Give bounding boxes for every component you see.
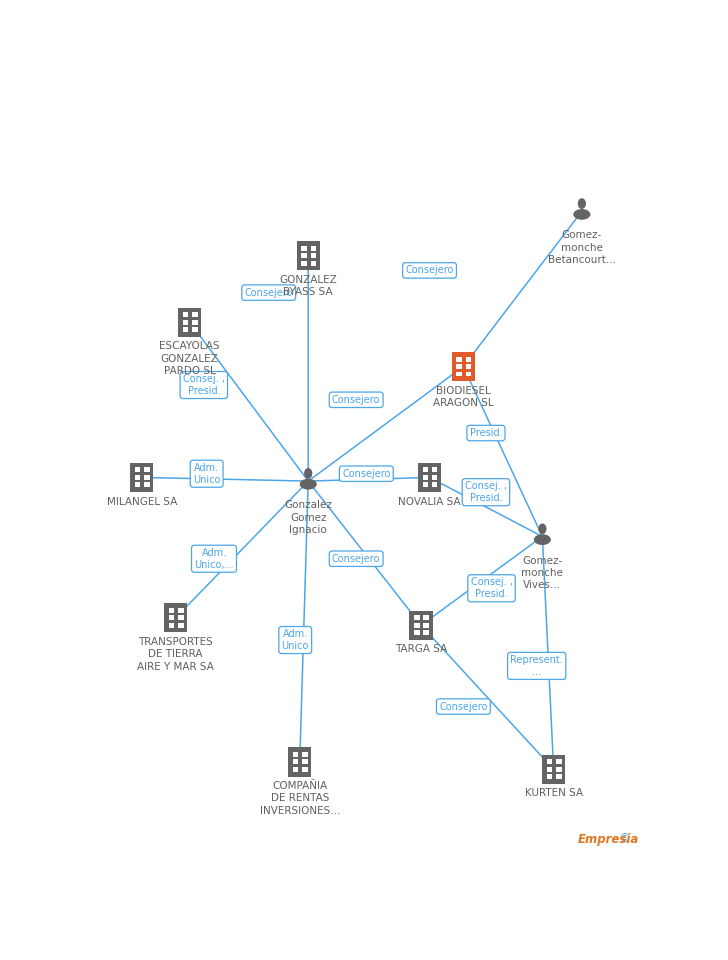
Text: Consejero: Consejero bbox=[405, 265, 454, 276]
Bar bbox=[301, 246, 306, 251]
Circle shape bbox=[304, 468, 312, 479]
Bar bbox=[547, 775, 553, 780]
Circle shape bbox=[538, 523, 547, 534]
Text: BIODIESEL
ARAGON SL: BIODIESEL ARAGON SL bbox=[433, 386, 494, 408]
Text: Consejero: Consejero bbox=[332, 554, 380, 564]
Bar bbox=[424, 630, 429, 636]
Bar bbox=[556, 759, 561, 764]
Bar bbox=[144, 482, 150, 488]
Text: TRANSPORTES
DE TIERRA
AIRE Y MAR SA: TRANSPORTES DE TIERRA AIRE Y MAR SA bbox=[137, 636, 214, 672]
Bar bbox=[432, 468, 438, 472]
Bar bbox=[547, 767, 553, 772]
Bar bbox=[311, 253, 316, 258]
Bar bbox=[311, 246, 316, 251]
Text: Consejero: Consejero bbox=[439, 702, 488, 711]
Text: Gonzalez
Gomez
Ignacio: Gonzalez Gomez Ignacio bbox=[284, 500, 332, 535]
Bar bbox=[288, 748, 312, 777]
Bar bbox=[452, 352, 475, 381]
Bar bbox=[556, 767, 561, 772]
Bar bbox=[456, 364, 462, 369]
Bar bbox=[466, 372, 471, 376]
Bar bbox=[311, 260, 316, 266]
Text: NOVALIA SA: NOVALIA SA bbox=[398, 496, 461, 507]
Circle shape bbox=[578, 198, 586, 209]
Bar bbox=[301, 253, 306, 258]
Bar bbox=[135, 475, 141, 480]
Bar bbox=[169, 608, 174, 612]
Bar bbox=[414, 623, 419, 628]
Bar bbox=[164, 603, 187, 633]
Text: TARGA SA: TARGA SA bbox=[395, 644, 447, 655]
Text: Adm.
Unico: Adm. Unico bbox=[282, 629, 309, 651]
Text: COMPAÑIA
DE RENTAS
INVERSIONES...: COMPAÑIA DE RENTAS INVERSIONES... bbox=[260, 781, 340, 816]
Text: Consejero: Consejero bbox=[342, 468, 390, 479]
Bar bbox=[192, 327, 197, 332]
Bar bbox=[414, 615, 419, 620]
Bar bbox=[409, 611, 432, 640]
Bar bbox=[414, 630, 419, 636]
Text: Consej. ,
Presid.: Consej. , Presid. bbox=[470, 578, 513, 599]
Text: Represent.
...: Represent. ... bbox=[510, 655, 563, 677]
Text: Presid.: Presid. bbox=[470, 428, 502, 438]
Ellipse shape bbox=[534, 534, 551, 545]
Bar bbox=[178, 623, 183, 628]
Text: GONZALEZ
BYASS SA: GONZALEZ BYASS SA bbox=[280, 275, 337, 298]
Text: Consejero: Consejero bbox=[332, 395, 380, 405]
Bar bbox=[192, 312, 197, 317]
Bar bbox=[302, 752, 308, 757]
Text: Adm.
Unico,...: Adm. Unico,... bbox=[194, 548, 234, 569]
Bar bbox=[547, 759, 553, 764]
Bar bbox=[178, 307, 202, 337]
Bar bbox=[466, 364, 471, 369]
Bar bbox=[293, 759, 298, 764]
Bar bbox=[183, 312, 189, 317]
Text: Adm.
Unico: Adm. Unico bbox=[193, 463, 221, 485]
Text: Gomez-
monche
Betancourt...: Gomez- monche Betancourt... bbox=[548, 230, 616, 265]
Bar bbox=[169, 615, 174, 620]
Bar bbox=[293, 752, 298, 757]
Bar bbox=[432, 482, 438, 488]
Text: MILANGEL SA: MILANGEL SA bbox=[106, 496, 177, 507]
Text: Gomez-
monche
Vives...: Gomez- monche Vives... bbox=[521, 556, 563, 590]
Bar bbox=[192, 320, 197, 324]
Bar bbox=[424, 615, 429, 620]
Bar bbox=[144, 475, 150, 480]
Bar bbox=[144, 468, 150, 472]
Text: Consej. ,
Presid.: Consej. , Presid. bbox=[465, 481, 507, 503]
Text: Consej. ,
Presid.: Consej. , Presid. bbox=[183, 374, 225, 396]
Bar bbox=[130, 463, 154, 492]
Bar bbox=[178, 608, 183, 612]
Bar bbox=[456, 372, 462, 376]
Text: ©: © bbox=[618, 832, 630, 846]
Bar bbox=[135, 468, 141, 472]
Bar bbox=[556, 775, 561, 780]
Bar bbox=[424, 623, 429, 628]
Bar bbox=[302, 759, 308, 764]
Bar bbox=[456, 356, 462, 362]
Bar bbox=[418, 463, 441, 492]
Bar bbox=[293, 767, 298, 772]
Bar bbox=[432, 475, 438, 480]
Text: Consejero: Consejero bbox=[245, 288, 293, 298]
Bar bbox=[422, 468, 428, 472]
Bar bbox=[183, 320, 189, 324]
Bar bbox=[422, 482, 428, 488]
Bar bbox=[135, 482, 141, 488]
Ellipse shape bbox=[574, 209, 590, 220]
Bar bbox=[301, 260, 306, 266]
Bar bbox=[422, 475, 428, 480]
Text: Empresia: Empresia bbox=[578, 832, 639, 846]
Bar bbox=[466, 356, 471, 362]
Bar bbox=[302, 767, 308, 772]
Bar bbox=[296, 241, 320, 271]
Bar bbox=[542, 755, 565, 784]
Text: ESCAYOLAS
GONZALEZ
PARDO SL: ESCAYOLAS GONZALEZ PARDO SL bbox=[159, 341, 220, 376]
Ellipse shape bbox=[300, 479, 317, 490]
Bar bbox=[183, 327, 189, 332]
Text: KURTEN SA: KURTEN SA bbox=[525, 788, 582, 799]
Bar bbox=[169, 623, 174, 628]
Bar bbox=[178, 615, 183, 620]
